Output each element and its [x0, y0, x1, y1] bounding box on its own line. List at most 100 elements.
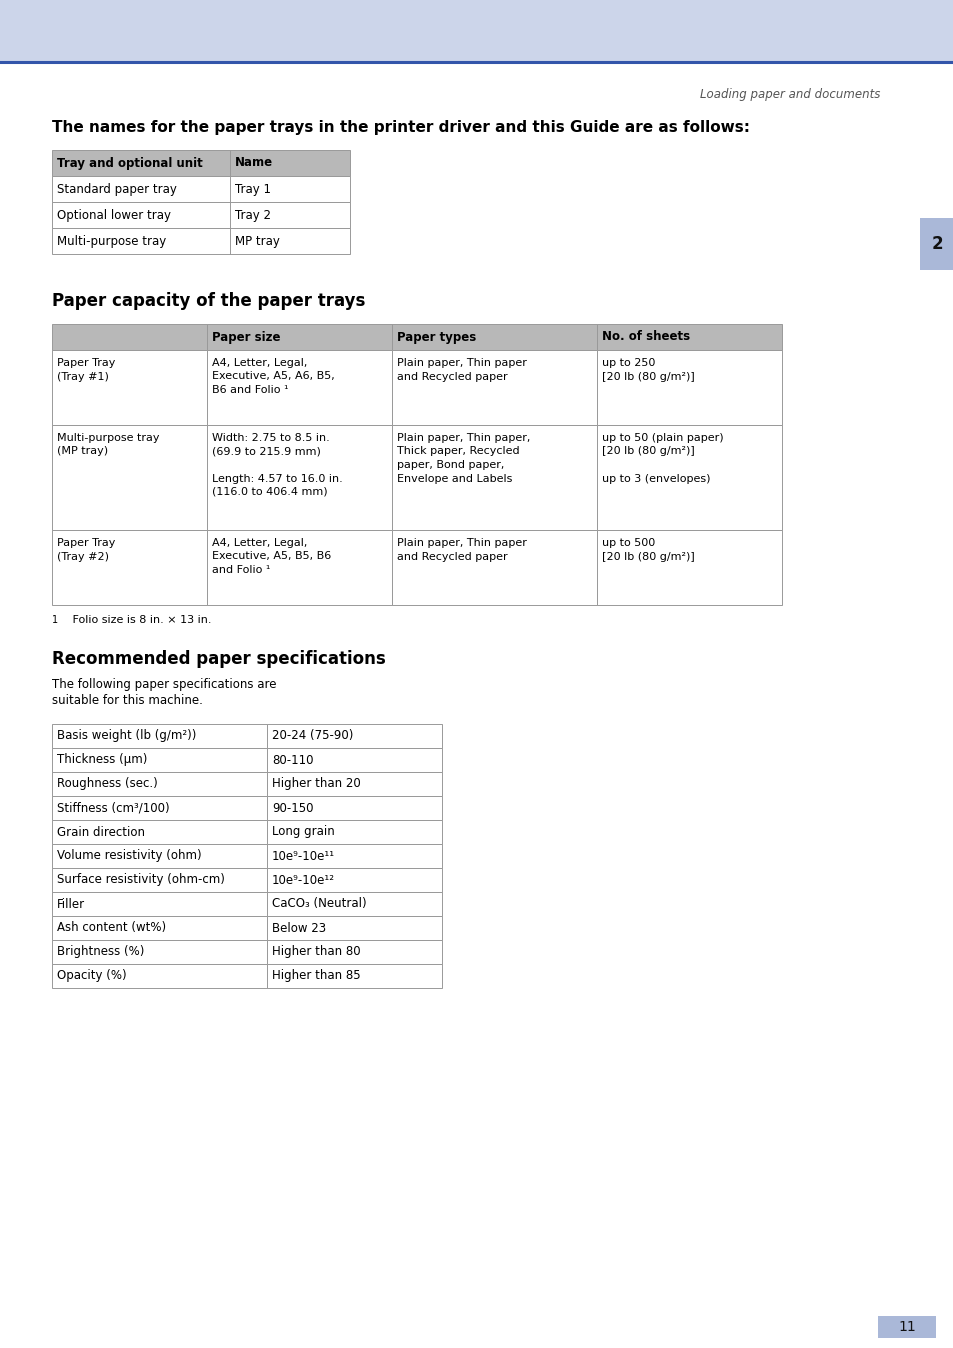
Bar	[267, 964, 441, 988]
Text: and Folio ¹: and Folio ¹	[212, 565, 270, 576]
Bar	[52, 940, 267, 964]
Text: Width: 2.75 to 8.5 in.: Width: 2.75 to 8.5 in.	[212, 433, 330, 443]
Text: Executive, A5, B5, B6: Executive, A5, B5, B6	[212, 551, 331, 562]
Text: Tray 1: Tray 1	[234, 182, 271, 195]
Bar	[52, 202, 350, 228]
Text: 1: 1	[52, 615, 58, 625]
Bar	[207, 350, 392, 425]
Text: Recommended paper specifications: Recommended paper specifications	[52, 650, 385, 669]
Text: Paper size: Paper size	[212, 330, 280, 344]
Bar	[267, 820, 441, 844]
Text: Plain paper, Thin paper: Plain paper, Thin paper	[396, 359, 526, 368]
Bar	[207, 530, 392, 605]
Text: 2: 2	[930, 235, 942, 253]
Text: 10e⁹-10e¹²: 10e⁹-10e¹²	[272, 874, 335, 887]
Text: Higher than 20: Higher than 20	[272, 778, 360, 790]
Text: Surface resistivity (ohm-cm): Surface resistivity (ohm-cm)	[57, 874, 225, 887]
Text: Grain direction: Grain direction	[57, 825, 145, 838]
Text: Higher than 85: Higher than 85	[272, 969, 360, 983]
Text: and Recycled paper: and Recycled paper	[396, 372, 507, 381]
Text: Tray 2: Tray 2	[234, 209, 271, 221]
Text: 80-110: 80-110	[272, 754, 314, 767]
Bar	[52, 820, 267, 844]
Bar	[52, 844, 267, 868]
Text: Filler: Filler	[57, 898, 85, 910]
Bar	[267, 724, 441, 748]
Text: Paper types: Paper types	[396, 330, 476, 344]
Bar	[207, 425, 392, 530]
Bar	[919, 218, 953, 270]
Bar	[597, 350, 781, 425]
Text: B6 and Folio ¹: B6 and Folio ¹	[212, 386, 288, 395]
Text: Paper capacity of the paper trays: Paper capacity of the paper trays	[52, 293, 365, 310]
Text: Multi-purpose tray: Multi-purpose tray	[57, 433, 159, 443]
Bar	[597, 425, 781, 530]
Bar	[52, 748, 267, 772]
Text: up to 500: up to 500	[601, 538, 655, 549]
Text: Opacity (%): Opacity (%)	[57, 969, 127, 983]
Text: Paper Tray: Paper Tray	[57, 359, 115, 368]
Text: The following paper specifications are: The following paper specifications are	[52, 678, 276, 692]
Text: Ash content (wt%): Ash content (wt%)	[57, 922, 166, 934]
Bar	[52, 150, 350, 177]
Bar	[267, 748, 441, 772]
Bar	[207, 324, 392, 350]
Bar	[267, 772, 441, 797]
Bar	[267, 940, 441, 964]
Text: 20-24 (75-90): 20-24 (75-90)	[272, 729, 353, 743]
Text: Thickness (μm): Thickness (μm)	[57, 754, 147, 767]
Bar	[52, 892, 267, 917]
Text: Name: Name	[234, 156, 273, 170]
Bar	[392, 350, 597, 425]
Text: Long grain: Long grain	[272, 825, 335, 838]
Text: CaCO₃ (Neutral): CaCO₃ (Neutral)	[272, 898, 366, 910]
Text: Optional lower tray: Optional lower tray	[57, 209, 171, 221]
Text: The names for the paper trays in the printer driver and this Guide are as follow: The names for the paper trays in the pri…	[52, 120, 749, 135]
Text: 10e⁹-10e¹¹: 10e⁹-10e¹¹	[272, 849, 335, 863]
Bar	[0, 0, 953, 62]
Text: (Tray #1): (Tray #1)	[57, 372, 109, 381]
Text: 11: 11	[897, 1320, 915, 1335]
Text: [20 lb (80 g/m²)]: [20 lb (80 g/m²)]	[601, 551, 694, 562]
Bar	[392, 324, 597, 350]
Text: Envelope and Labels: Envelope and Labels	[396, 473, 512, 484]
Bar	[392, 530, 597, 605]
Text: up to 50 (plain paper): up to 50 (plain paper)	[601, 433, 723, 443]
Text: up to 250: up to 250	[601, 359, 655, 368]
Text: Roughness (sec.): Roughness (sec.)	[57, 778, 157, 790]
Bar	[52, 772, 267, 797]
Bar	[52, 797, 267, 820]
Text: Length: 4.57 to 16.0 in.: Length: 4.57 to 16.0 in.	[212, 473, 342, 484]
Text: (69.9 to 215.9 mm): (69.9 to 215.9 mm)	[212, 446, 320, 457]
Text: 90-150: 90-150	[272, 802, 314, 814]
Bar	[267, 917, 441, 940]
Text: Executive, A5, A6, B5,: Executive, A5, A6, B5,	[212, 372, 335, 381]
Text: Thick paper, Recycled: Thick paper, Recycled	[396, 446, 519, 457]
Text: Volume resistivity (ohm): Volume resistivity (ohm)	[57, 849, 201, 863]
Bar	[52, 324, 207, 350]
Text: Plain paper, Thin paper,: Plain paper, Thin paper,	[396, 433, 530, 443]
Text: A4, Letter, Legal,: A4, Letter, Legal,	[212, 538, 307, 549]
Bar	[597, 324, 781, 350]
Bar	[52, 917, 267, 940]
Text: [20 lb (80 g/m²)]: [20 lb (80 g/m²)]	[601, 446, 694, 457]
Bar	[267, 868, 441, 892]
Bar	[267, 844, 441, 868]
Bar	[597, 530, 781, 605]
Bar	[52, 350, 207, 425]
Bar	[52, 177, 350, 202]
Text: Folio size is 8 in. × 13 in.: Folio size is 8 in. × 13 in.	[62, 615, 212, 625]
Text: Paper Tray: Paper Tray	[57, 538, 115, 549]
Text: Standard paper tray: Standard paper tray	[57, 182, 176, 195]
Bar	[52, 868, 267, 892]
Bar	[877, 1316, 935, 1339]
Bar	[52, 724, 267, 748]
Text: (Tray #2): (Tray #2)	[57, 551, 109, 562]
Bar	[52, 228, 350, 253]
Text: Plain paper, Thin paper: Plain paper, Thin paper	[396, 538, 526, 549]
Text: A4, Letter, Legal,: A4, Letter, Legal,	[212, 359, 307, 368]
Bar	[52, 530, 207, 605]
Bar	[52, 425, 207, 530]
Bar	[267, 797, 441, 820]
Text: Below 23: Below 23	[272, 922, 326, 934]
